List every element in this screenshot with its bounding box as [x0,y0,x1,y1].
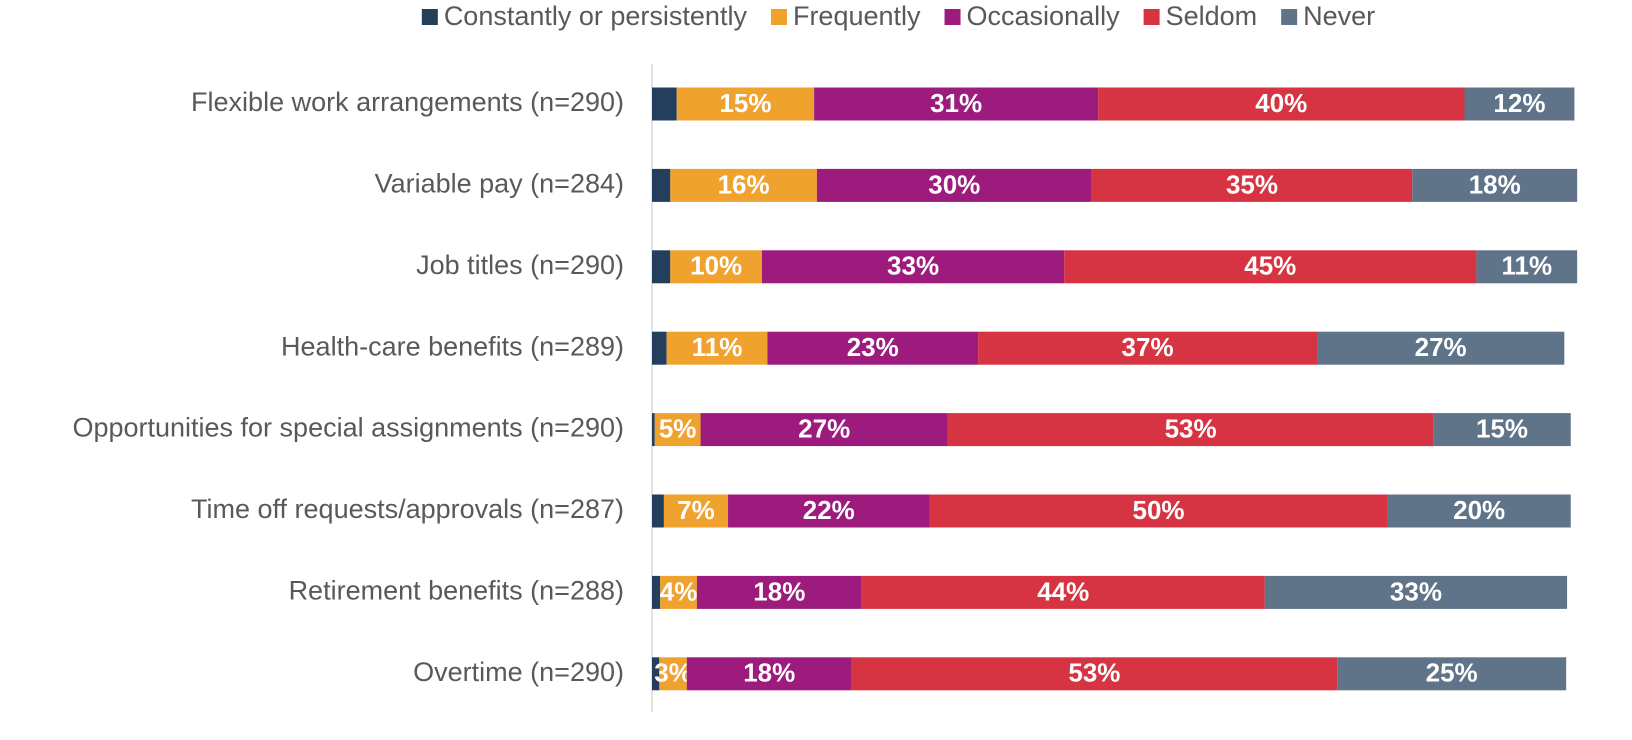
bar-segment [767,331,979,365]
bar-segment [1337,657,1567,691]
legend-swatch [1143,9,1160,25]
value-label: 35% [1226,169,1278,199]
category-label: Job titles (n=290) [416,250,624,280]
bar-segment [1064,250,1477,284]
value-label: 50% [1133,495,1185,525]
value-label: 27% [1415,332,1467,362]
bar-segment [652,575,661,609]
bar-segment [666,331,768,365]
bar-segment [1264,575,1568,609]
bar-segment [1412,168,1578,202]
bar-segment [728,494,930,528]
bar-segment [670,168,817,202]
bar-segment [663,494,729,528]
bar-segment [1476,250,1578,284]
value-label: 23% [847,332,899,362]
category-label: Opportunities for special assignments (n… [72,413,624,443]
value-label: 31% [930,88,982,118]
value-label: 18% [1469,169,1521,199]
bar-segment [652,87,677,121]
value-label: 33% [1390,576,1442,606]
bar-segment [676,87,815,121]
legend-swatch [944,9,961,25]
value-label: 44% [1037,576,1089,606]
value-label: 20% [1453,495,1505,525]
bar-segment [761,250,1065,284]
bar-segment [861,575,1265,609]
value-label: 53% [1068,658,1120,688]
value-label: 15% [719,88,771,118]
bar-segment [978,331,1318,365]
bar-segment [816,168,1092,202]
value-label: 25% [1426,658,1478,688]
value-label: 15% [1476,413,1528,443]
value-label: 10% [690,251,742,281]
category-label: Overtime (n=290) [413,657,624,687]
value-label: 18% [743,658,795,688]
value-label: 45% [1244,251,1296,281]
bar-segment [851,657,1338,691]
bar-segment [652,250,671,284]
value-label: 18% [753,576,805,606]
bar-segment [1098,87,1465,121]
value-label: 3% [654,658,692,688]
legend-label: Never [1303,1,1375,31]
bar-segment [696,575,862,609]
bar-segment [814,87,1099,121]
bar-segment [670,250,762,284]
bar-segment [652,413,655,447]
bar-segment [660,575,697,609]
bar-segment [1464,87,1575,121]
bar-segment [659,657,687,691]
legend-swatch [421,9,438,25]
legend-swatch [1281,9,1298,25]
value-label: 4% [660,576,698,606]
value-label: 33% [887,251,939,281]
legend-label: Frequently [793,1,921,31]
bar-segment [929,494,1388,528]
bar-segment [652,657,660,691]
bar-segment [700,413,948,447]
value-label: 22% [803,495,855,525]
bar-segment [1317,331,1565,365]
category-label: Variable pay (n=284) [375,169,624,199]
bar-segment [652,331,667,365]
legend-label: Occasionally [967,1,1121,31]
value-label: 12% [1493,88,1545,118]
value-label: 37% [1122,332,1174,362]
value-label: 7% [677,495,715,525]
bar-segment [686,657,852,691]
value-label: 40% [1255,88,1307,118]
category-label: Retirement benefits (n=288) [289,576,624,606]
legend-label: Constantly or persistently [444,1,748,31]
category-label: Health-care benefits (n=289) [281,331,624,361]
bar-segment [1387,494,1571,528]
category-label: Flexible work arrangements (n=290) [191,87,624,117]
value-label: 11% [692,332,743,362]
value-label: 11% [1501,251,1552,281]
bar-segment [654,413,701,447]
bar-segment [947,413,1434,447]
legend-label: Seldom [1166,1,1258,31]
legend-swatch [770,9,787,25]
bar-segment [652,494,664,528]
value-label: 5% [659,413,697,443]
value-label: 53% [1165,413,1217,443]
value-label: 16% [718,169,770,199]
bar-segment [1433,413,1571,447]
bar-segment [1091,168,1413,202]
bar-segment [652,168,671,202]
value-label: 27% [798,413,850,443]
value-label: 30% [928,169,980,199]
category-label: Time off requests/approvals (n=287) [191,494,624,524]
